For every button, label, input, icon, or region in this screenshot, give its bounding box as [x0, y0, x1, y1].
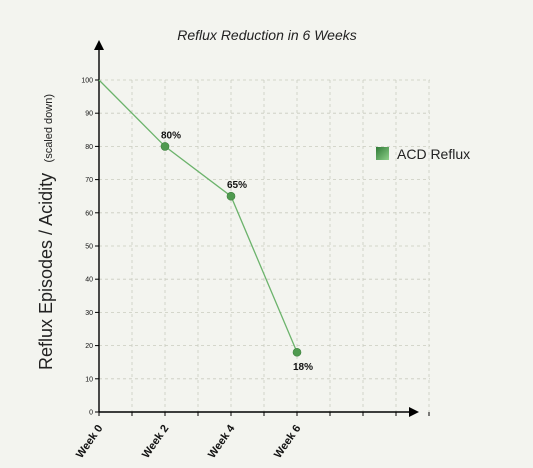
y-axis-label-note: (scaled down): [43, 94, 55, 162]
legend-swatch: [376, 147, 389, 160]
y-tick-label: 30: [85, 310, 93, 317]
data-point: [292, 347, 302, 357]
x-tick-label: Week 6: [272, 423, 303, 461]
y-axis-label-main: Reflux Episodes / Acidity: [36, 173, 56, 370]
y-tick-label: 100: [81, 78, 93, 85]
x-axis-arrow: [409, 407, 419, 417]
y-ticks: 0 10 20 30 40 50 60 70 80 90 100: [81, 78, 99, 417]
y-tick-label: 50: [85, 244, 93, 251]
y-tick-label: 40: [85, 277, 93, 284]
x-tick-label: Week 2: [140, 423, 171, 461]
y-axis-arrow: [94, 40, 104, 50]
series-acd-reflux: 80% 65% 18%: [98, 79, 313, 373]
axes: [94, 40, 419, 417]
y-axis-label: Reflux Episodes / Acidity (scaled down): [36, 94, 56, 370]
x-tick-label: Week 0: [74, 423, 105, 461]
y-tick-label: 60: [85, 210, 93, 217]
data-label: 80%: [161, 130, 181, 141]
data-label: 18%: [293, 362, 313, 373]
series-line: [98, 79, 298, 353]
x-ticks: Week 0 Week 2 Week 4 Week 6: [74, 412, 430, 461]
x-tick-label: Week 4: [206, 422, 238, 460]
y-tick-label: 70: [85, 177, 93, 184]
legend: ACD Reflux: [376, 146, 470, 162]
y-tick-label: 20: [85, 343, 93, 350]
data-point: [226, 191, 236, 201]
y-tick-label: 0: [89, 410, 93, 417]
grid: [99, 79, 430, 412]
data-point: [160, 142, 170, 151]
y-tick-label: 80: [85, 144, 93, 151]
data-label: 65%: [227, 180, 247, 191]
legend-label: ACD Reflux: [397, 146, 470, 162]
chart-title: Reflux Reduction in 6 Weeks: [177, 27, 357, 43]
y-tick-label: 10: [85, 376, 93, 383]
y-tick-label: 90: [85, 111, 93, 118]
